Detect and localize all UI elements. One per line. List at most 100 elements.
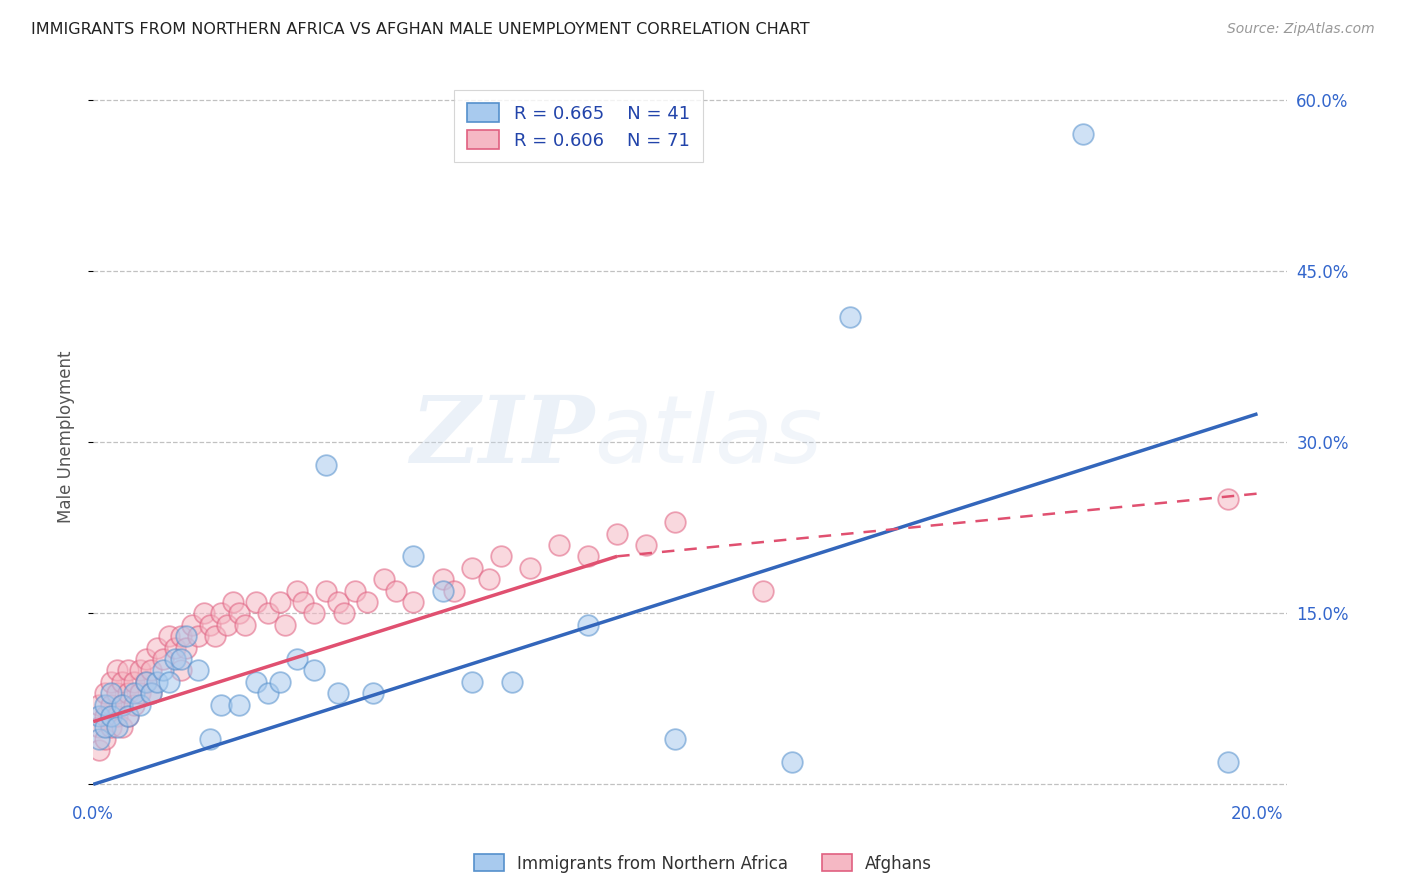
Point <box>117 663 139 677</box>
Point <box>217 617 239 632</box>
Legend: R = 0.665    N = 41, R = 0.606    N = 71: R = 0.665 N = 41, R = 0.606 N = 71 <box>454 90 703 162</box>
Point <box>128 686 150 700</box>
Text: IMMIGRANTS FROM NORTHERN AFRICA VS AFGHAN MALE UNEMPLOYMENT CORRELATION CHART: IMMIGRANTS FROM NORTHERN AFRICA VS AFGHA… <box>31 22 810 37</box>
Point <box>460 560 482 574</box>
Point <box>385 583 408 598</box>
Point <box>1218 492 1240 507</box>
Point <box>576 549 599 564</box>
Point <box>94 698 117 712</box>
Point <box>304 663 326 677</box>
Point <box>111 720 134 734</box>
Point <box>111 698 134 712</box>
Point <box>100 709 122 723</box>
Point <box>344 583 367 598</box>
Point <box>94 720 117 734</box>
Point <box>209 607 232 621</box>
Point <box>228 607 250 621</box>
Point <box>269 674 291 689</box>
Point <box>489 549 512 564</box>
Point <box>780 755 803 769</box>
Point <box>94 709 117 723</box>
Point <box>117 709 139 723</box>
Point <box>304 607 326 621</box>
Point <box>87 731 110 746</box>
Point <box>87 698 110 712</box>
Point <box>1218 755 1240 769</box>
Point <box>128 663 150 677</box>
Point <box>117 709 139 723</box>
Point <box>169 629 191 643</box>
Point <box>402 549 425 564</box>
Point <box>664 731 686 746</box>
Point <box>122 674 145 689</box>
Point <box>100 720 122 734</box>
Point <box>157 674 180 689</box>
Point <box>636 538 658 552</box>
Point <box>315 458 337 472</box>
Point <box>176 629 198 643</box>
Point <box>432 572 454 586</box>
Point <box>443 583 465 598</box>
Point <box>606 526 628 541</box>
Point <box>373 572 395 586</box>
Point <box>122 686 145 700</box>
Point <box>141 686 163 700</box>
Point <box>152 663 174 677</box>
Point <box>478 572 501 586</box>
Point <box>181 617 204 632</box>
Point <box>122 698 145 712</box>
Point <box>245 595 267 609</box>
Point <box>315 583 337 598</box>
Point <box>233 617 256 632</box>
Point <box>548 538 571 552</box>
Point <box>576 617 599 632</box>
Text: Source: ZipAtlas.com: Source: ZipAtlas.com <box>1227 22 1375 37</box>
Point <box>402 595 425 609</box>
Point <box>285 583 308 598</box>
Point <box>326 595 349 609</box>
Point <box>169 652 191 666</box>
Point <box>257 686 280 700</box>
Point <box>87 743 110 757</box>
Point <box>169 663 191 677</box>
Point <box>187 663 209 677</box>
Point <box>269 595 291 609</box>
Legend: Immigrants from Northern Africa, Afghans: Immigrants from Northern Africa, Afghans <box>467 847 939 880</box>
Point <box>141 686 163 700</box>
Point <box>257 607 280 621</box>
Point <box>193 607 215 621</box>
Point <box>664 515 686 529</box>
Point <box>100 686 122 700</box>
Text: ZIP: ZIP <box>411 392 595 482</box>
Point <box>135 674 157 689</box>
Point <box>361 686 384 700</box>
Point <box>152 652 174 666</box>
Point <box>751 583 773 598</box>
Point <box>209 698 232 712</box>
Point <box>245 674 267 689</box>
Point <box>163 652 186 666</box>
Point <box>163 640 186 655</box>
Point <box>128 698 150 712</box>
Point <box>187 629 209 643</box>
Point <box>94 686 117 700</box>
Point <box>198 731 221 746</box>
Point <box>105 663 128 677</box>
Point <box>94 731 117 746</box>
Point <box>105 720 128 734</box>
Point <box>285 652 308 666</box>
Point <box>326 686 349 700</box>
Point <box>87 720 110 734</box>
Point <box>146 640 169 655</box>
Point <box>228 698 250 712</box>
Point <box>198 617 221 632</box>
Point <box>176 640 198 655</box>
Point <box>141 663 163 677</box>
Y-axis label: Male Unemployment: Male Unemployment <box>58 351 75 523</box>
Point <box>105 709 128 723</box>
Point <box>1071 128 1094 142</box>
Point <box>839 310 862 324</box>
Text: atlas: atlas <box>595 391 823 482</box>
Point <box>135 674 157 689</box>
Point <box>332 607 354 621</box>
